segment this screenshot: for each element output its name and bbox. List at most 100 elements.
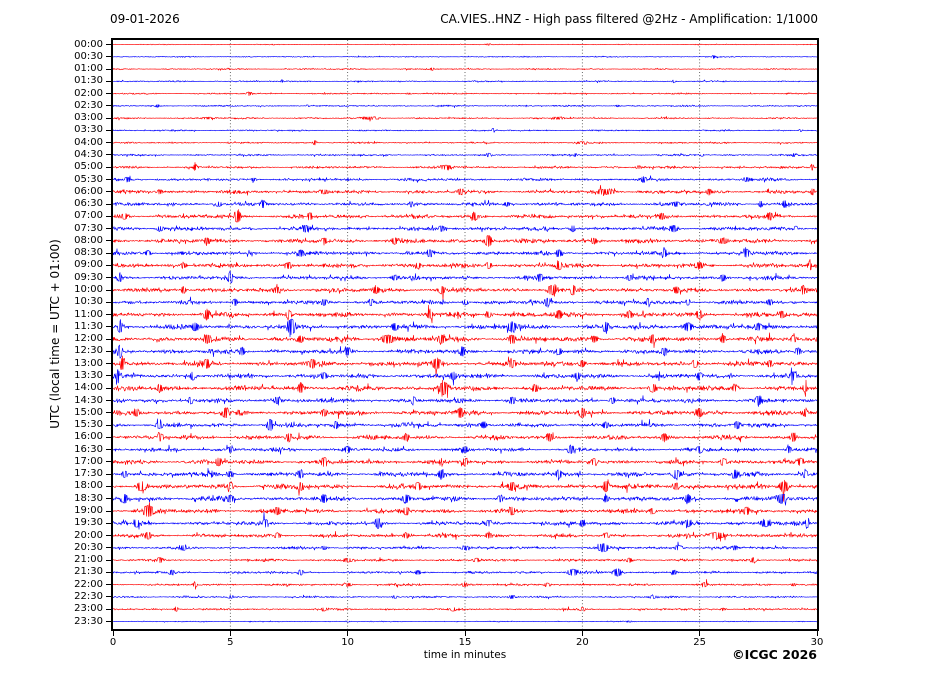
y-tick-label: 15:00 bbox=[74, 406, 103, 418]
y-tick-label: 06:00 bbox=[74, 185, 103, 197]
y-tick-label: 16:00 bbox=[74, 431, 103, 443]
y-tick-label: 22:30 bbox=[74, 590, 103, 602]
y-tick-mark bbox=[106, 154, 111, 156]
x-tick-mark bbox=[112, 631, 114, 636]
y-tick-mark bbox=[106, 535, 111, 537]
y-tick-mark bbox=[106, 228, 111, 230]
y-tick-mark bbox=[106, 326, 111, 328]
y-tick-label: 01:00 bbox=[74, 63, 103, 75]
y-tick-mark bbox=[106, 80, 111, 82]
seismogram-canvas bbox=[113, 40, 817, 629]
y-tick-label: 13:00 bbox=[74, 357, 103, 369]
y-tick-mark bbox=[106, 166, 111, 168]
plot-area bbox=[111, 38, 819, 631]
plot-title: CA.VIES..HNZ - High pass filtered @2Hz -… bbox=[440, 12, 818, 26]
y-tick-mark bbox=[106, 105, 111, 107]
y-tick-label: 19:00 bbox=[74, 505, 103, 517]
x-tick-mark bbox=[229, 631, 231, 636]
y-tick-label: 00:30 bbox=[74, 50, 103, 62]
y-tick-mark bbox=[106, 387, 111, 389]
y-tick-label: 22:00 bbox=[74, 578, 103, 590]
x-tick-label: 25 bbox=[693, 637, 707, 648]
y-tick-label: 03:00 bbox=[74, 112, 103, 124]
y-tick-mark bbox=[106, 412, 111, 414]
x-tick-mark bbox=[347, 631, 349, 636]
y-tick-mark bbox=[106, 436, 111, 438]
x-tick-mark bbox=[816, 631, 818, 636]
y-tick-label: 00:00 bbox=[74, 38, 103, 50]
y-tick-label: 02:30 bbox=[74, 99, 103, 111]
y-tick-label: 18:00 bbox=[74, 480, 103, 492]
y-tick-label: 11:00 bbox=[74, 308, 103, 320]
y-tick-label: 07:00 bbox=[74, 210, 103, 222]
y-tick-label: 10:30 bbox=[74, 296, 103, 308]
x-axis-label: time in minutes bbox=[423, 649, 507, 661]
y-tick-mark bbox=[106, 252, 111, 254]
x-tick-label: 5 bbox=[227, 637, 234, 648]
y-tick-mark bbox=[106, 596, 111, 598]
y-tick-mark bbox=[106, 510, 111, 512]
copyright-text: ©ICGC 2026 bbox=[732, 647, 817, 662]
y-tick-mark bbox=[106, 277, 111, 279]
y-tick-label: 05:30 bbox=[74, 173, 103, 185]
y-tick-label: 23:30 bbox=[74, 615, 103, 627]
x-tick-label: 30 bbox=[810, 637, 824, 648]
y-tick-label: 10:00 bbox=[74, 284, 103, 296]
x-tick-mark bbox=[581, 631, 583, 636]
y-tick-label: 07:30 bbox=[74, 222, 103, 234]
y-tick-mark bbox=[106, 117, 111, 119]
y-tick-mark bbox=[106, 56, 111, 58]
x-tick-label: 20 bbox=[575, 637, 589, 648]
y-tick-label: 06:30 bbox=[74, 198, 103, 210]
y-tick-label: 12:00 bbox=[74, 333, 103, 345]
y-tick-mark bbox=[106, 400, 111, 402]
y-tick-label: 09:30 bbox=[74, 271, 103, 283]
y-tick-mark bbox=[106, 179, 111, 181]
y-tick-label: 03:30 bbox=[74, 124, 103, 136]
y-tick-label: 21:00 bbox=[74, 554, 103, 566]
y-tick-label: 15:30 bbox=[74, 419, 103, 431]
y-tick-label: 19:30 bbox=[74, 517, 103, 529]
y-tick-label: 18:30 bbox=[74, 492, 103, 504]
y-tick-mark bbox=[106, 522, 111, 524]
y-tick-label: 04:00 bbox=[74, 136, 103, 148]
y-tick-label: 08:30 bbox=[74, 247, 103, 259]
y-tick-mark bbox=[106, 338, 111, 340]
y-tick-mark bbox=[106, 449, 111, 451]
x-tick-mark bbox=[699, 631, 701, 636]
y-tick-mark bbox=[106, 547, 111, 549]
y-tick-label: 14:00 bbox=[74, 382, 103, 394]
y-tick-mark bbox=[106, 559, 111, 561]
y-tick-label: 11:30 bbox=[74, 320, 103, 332]
y-tick-mark bbox=[106, 363, 111, 365]
x-tick-label: 0 bbox=[109, 637, 117, 648]
y-tick-mark bbox=[106, 264, 111, 266]
y-tick-mark bbox=[106, 375, 111, 377]
y-tick-label: 17:00 bbox=[74, 455, 103, 467]
y-tick-mark bbox=[106, 68, 111, 70]
y-tick-mark bbox=[106, 485, 111, 487]
y-tick-label: 05:00 bbox=[74, 161, 103, 173]
y-tick-mark bbox=[106, 584, 111, 586]
y-tick-label: 21:30 bbox=[74, 566, 103, 578]
y-tick-label: 17:30 bbox=[74, 468, 103, 480]
y-tick-mark bbox=[106, 461, 111, 463]
y-tick-label: 13:30 bbox=[74, 369, 103, 381]
y-tick-label: 02:00 bbox=[74, 87, 103, 99]
y-tick-mark bbox=[106, 93, 111, 95]
y-tick-mark bbox=[106, 350, 111, 352]
y-tick-mark bbox=[106, 473, 111, 475]
y-tick-label: 20:30 bbox=[74, 541, 103, 553]
y-tick-label: 20:00 bbox=[74, 529, 103, 541]
y-tick-mark bbox=[106, 240, 111, 242]
y-tick-mark bbox=[106, 215, 111, 217]
y-tick-mark bbox=[106, 129, 111, 131]
y-tick-label: 23:00 bbox=[74, 603, 103, 615]
x-tick-label: 15 bbox=[458, 637, 472, 648]
y-tick-label: 01:30 bbox=[74, 75, 103, 87]
y-tick-mark bbox=[106, 191, 111, 193]
y-tick-mark bbox=[106, 621, 111, 623]
y-tick-label: 08:00 bbox=[74, 234, 103, 246]
y-tick-label: 14:30 bbox=[74, 394, 103, 406]
